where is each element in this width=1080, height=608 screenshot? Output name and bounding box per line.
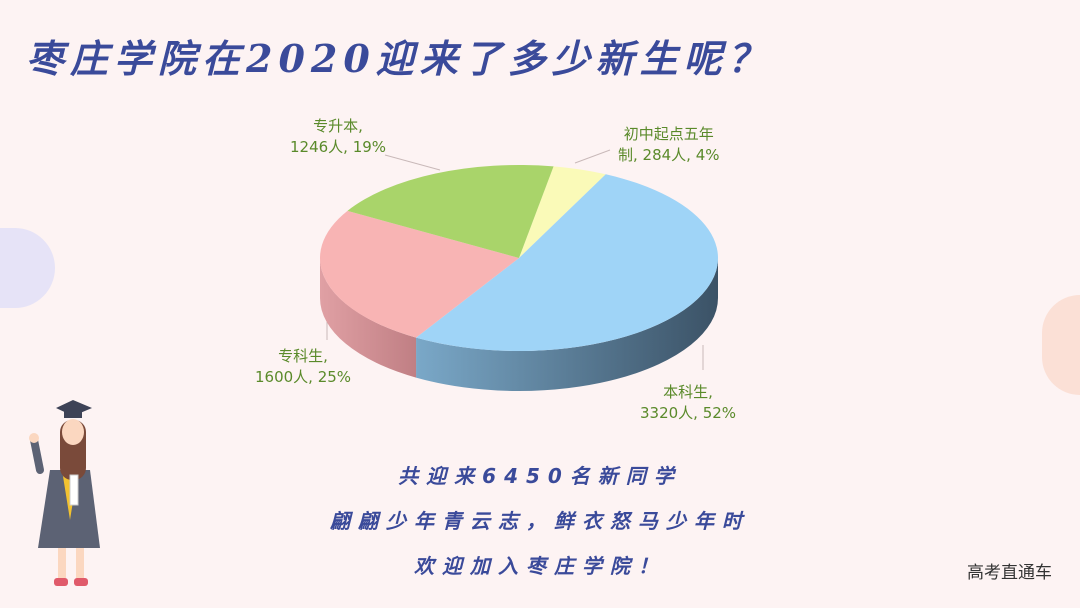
pie-side-1 <box>416 258 718 391</box>
decor-circle-right <box>1042 295 1080 395</box>
graduate-illustration <box>29 400 100 586</box>
label-line: 本科生, <box>663 383 713 401</box>
label-line: 3320人, 52% <box>640 404 737 422</box>
leader-line-zhuanshengben <box>384 154 441 171</box>
leader-line-wunianzhi <box>574 149 611 164</box>
pie-slice-3 <box>347 165 554 258</box>
label-line: 1246人, 19% <box>290 138 387 156</box>
message-line-2: 翩翩少年青云志，鲜衣怒马少年时 <box>330 509 750 533</box>
pie-slice-2 <box>320 210 519 338</box>
label-line: 专升本, <box>313 117 363 135</box>
label-line: 1600人, 25% <box>255 368 352 386</box>
label-zhuankesheng: 专科生, 1600人, 25% <box>255 346 351 388</box>
label-wunianzhi: 初中起点五年 制, 284人, 4% <box>618 124 720 166</box>
label-line: 制, 284人, 4% <box>618 146 720 164</box>
watermark: 高考直通车 <box>967 563 1052 583</box>
label-zhuanshengben: 专升本, 1246人, 19% <box>290 116 386 158</box>
page-title: 枣庄学院在2020迎来了多少新生呢？ <box>26 36 772 81</box>
pie-slice-0 <box>519 166 606 258</box>
label-line: 初中起点五年 <box>623 125 714 143</box>
label-benkesheng: 本科生, 3320人, 52% <box>640 382 736 424</box>
message-line-1: 共迎来6450名新同学 <box>398 464 682 488</box>
pie-side-2 <box>320 258 417 378</box>
label-line: 专科生, <box>278 347 328 365</box>
pie-slice-1 <box>416 174 719 352</box>
message-line-3: 欢迎加入枣庄学院！ <box>414 554 666 578</box>
